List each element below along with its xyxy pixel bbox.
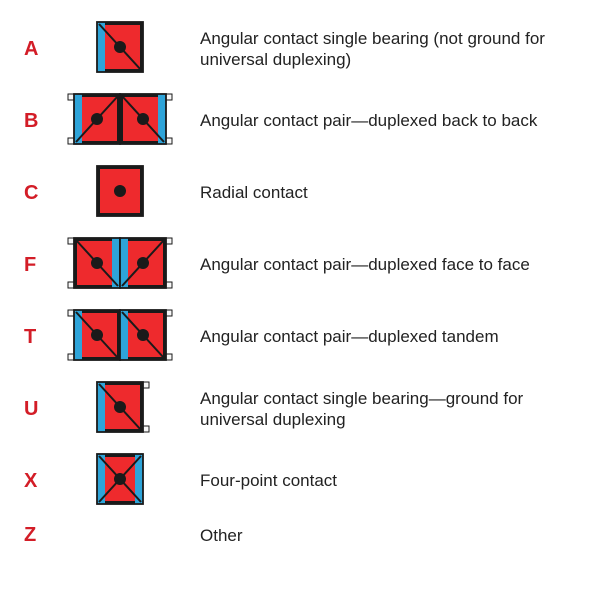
- legend-letter: B: [24, 110, 60, 133]
- legend-letter: U: [24, 398, 60, 421]
- legend-description: Angular contact pair—duplexed back to ba…: [180, 110, 576, 131]
- legend-row: Z Other: [24, 524, 576, 547]
- bearing-icon: [60, 308, 180, 366]
- legend-letter: C: [24, 182, 60, 205]
- legend-letter: T: [24, 326, 60, 349]
- legend-description: Radial contact: [180, 182, 576, 203]
- legend-row: C Radial contact: [24, 164, 576, 222]
- legend-letter: X: [24, 470, 60, 493]
- legend-description: Angular contact single bearing (not grou…: [180, 28, 576, 71]
- legend-description: Angular contact single bearing—ground fo…: [180, 388, 576, 431]
- legend-description: Angular contact pair—duplexed face to fa…: [180, 254, 576, 275]
- legend-letter: F: [24, 254, 60, 277]
- bearing-icon: [60, 236, 180, 294]
- legend-description: Angular contact pair—duplexed tandem: [180, 326, 576, 347]
- legend-letter: A: [24, 38, 60, 61]
- legend-row: X Four-point contact: [24, 452, 576, 510]
- legend-description: Four-point contact: [180, 470, 576, 491]
- legend-row: U Angular contact single bearing—ground f…: [24, 380, 576, 438]
- legend-row: A Angular contact single bearing (not gro…: [24, 20, 576, 78]
- legend-row: B Angular contact pair—duplexed back to b…: [24, 92, 576, 150]
- bearing-icon: [60, 20, 180, 78]
- legend-letter: Z: [24, 524, 60, 547]
- bearing-icon: [60, 452, 180, 510]
- legend-row: T Angular contact pair—duplexed tandem: [24, 308, 576, 366]
- legend-description: Other: [180, 525, 576, 546]
- bearing-icon: [60, 380, 180, 438]
- legend-row: F Angular contact pair—duplexed face to f…: [24, 236, 576, 294]
- bearing-icon: [60, 164, 180, 222]
- bearing-icon: [60, 92, 180, 150]
